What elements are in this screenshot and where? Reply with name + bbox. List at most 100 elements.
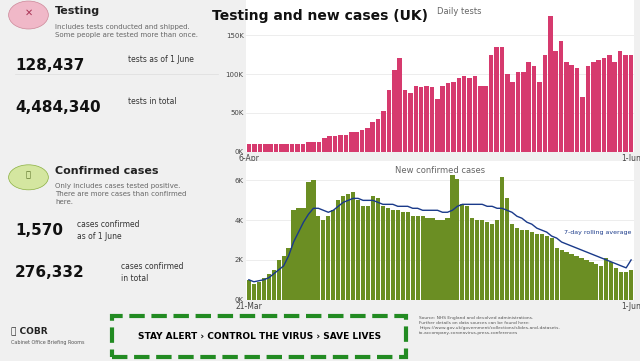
Text: ✕: ✕: [24, 8, 33, 18]
Bar: [306, 142, 310, 152]
Bar: [559, 250, 564, 300]
Bar: [424, 86, 429, 152]
Bar: [349, 132, 353, 152]
Bar: [510, 224, 514, 300]
Bar: [564, 62, 569, 152]
Bar: [338, 135, 343, 152]
Bar: [361, 206, 365, 300]
Bar: [408, 93, 413, 152]
Bar: [570, 65, 574, 152]
Bar: [490, 224, 494, 300]
Bar: [276, 260, 281, 300]
Bar: [586, 66, 590, 152]
Bar: [397, 58, 402, 152]
Bar: [247, 144, 252, 152]
Text: 128,437: 128,437: [15, 58, 84, 74]
Bar: [579, 258, 584, 300]
Bar: [331, 210, 335, 300]
Bar: [628, 55, 633, 152]
Text: Testing: Testing: [55, 6, 100, 16]
Text: 1,570: 1,570: [15, 223, 63, 238]
Bar: [371, 196, 375, 300]
Text: Cabinet Office Briefing Rooms: Cabinet Office Briefing Rooms: [11, 340, 84, 345]
Bar: [396, 210, 400, 300]
Bar: [607, 55, 612, 152]
Bar: [575, 256, 579, 300]
Bar: [287, 248, 291, 300]
Bar: [575, 68, 579, 152]
Bar: [274, 144, 278, 152]
Text: Includes tests conducted and shipped.
Some people are tested more than once.: Includes tests conducted and shipped. So…: [55, 24, 198, 38]
Bar: [595, 264, 598, 300]
Bar: [435, 99, 440, 152]
Bar: [521, 73, 525, 152]
Text: 7-day rolling average: 7-day rolling average: [564, 230, 632, 235]
Bar: [271, 270, 276, 300]
Bar: [413, 86, 418, 152]
Bar: [460, 204, 465, 300]
Bar: [618, 51, 623, 152]
Bar: [381, 111, 386, 152]
Bar: [267, 274, 271, 300]
Bar: [321, 220, 326, 300]
Bar: [429, 87, 434, 152]
Bar: [376, 198, 380, 300]
Bar: [403, 90, 407, 152]
Bar: [534, 234, 539, 300]
Bar: [629, 270, 633, 300]
Bar: [376, 119, 380, 152]
Bar: [257, 282, 261, 300]
Bar: [440, 86, 445, 152]
Circle shape: [8, 165, 49, 190]
Bar: [328, 136, 332, 152]
Bar: [392, 70, 397, 152]
Bar: [341, 196, 346, 300]
Bar: [431, 218, 435, 300]
Bar: [550, 238, 554, 300]
Bar: [505, 198, 509, 300]
Text: 👤: 👤: [26, 171, 31, 180]
Bar: [401, 212, 405, 300]
Bar: [480, 220, 484, 300]
Bar: [537, 82, 542, 152]
Bar: [365, 128, 370, 152]
Bar: [317, 142, 321, 152]
Bar: [316, 216, 321, 300]
Bar: [505, 74, 509, 152]
Bar: [311, 142, 316, 152]
Bar: [291, 210, 296, 300]
Bar: [530, 232, 534, 300]
Bar: [326, 216, 330, 300]
Bar: [584, 260, 589, 300]
Bar: [333, 136, 337, 152]
Bar: [612, 62, 617, 152]
Bar: [516, 73, 520, 152]
Text: Confirmed cases: Confirmed cases: [55, 166, 159, 176]
Text: 🌿 COBR: 🌿 COBR: [11, 326, 47, 335]
Text: Daily tests: Daily tests: [437, 7, 482, 16]
Bar: [500, 177, 504, 300]
Bar: [301, 144, 305, 152]
Bar: [419, 87, 424, 152]
Circle shape: [8, 1, 49, 29]
Bar: [387, 90, 391, 152]
Bar: [520, 230, 524, 300]
Bar: [445, 218, 449, 300]
Bar: [263, 144, 268, 152]
Bar: [252, 144, 257, 152]
Text: cases confirmed
in total: cases confirmed in total: [121, 262, 184, 283]
Bar: [483, 86, 488, 152]
Bar: [344, 135, 348, 152]
Bar: [262, 278, 266, 300]
Bar: [451, 174, 454, 300]
Bar: [295, 144, 300, 152]
Bar: [296, 208, 301, 300]
Bar: [411, 216, 415, 300]
Bar: [465, 206, 469, 300]
Bar: [510, 82, 515, 152]
Bar: [619, 272, 623, 300]
Bar: [462, 75, 467, 152]
Bar: [307, 182, 310, 300]
Bar: [356, 200, 360, 300]
Bar: [602, 58, 606, 152]
